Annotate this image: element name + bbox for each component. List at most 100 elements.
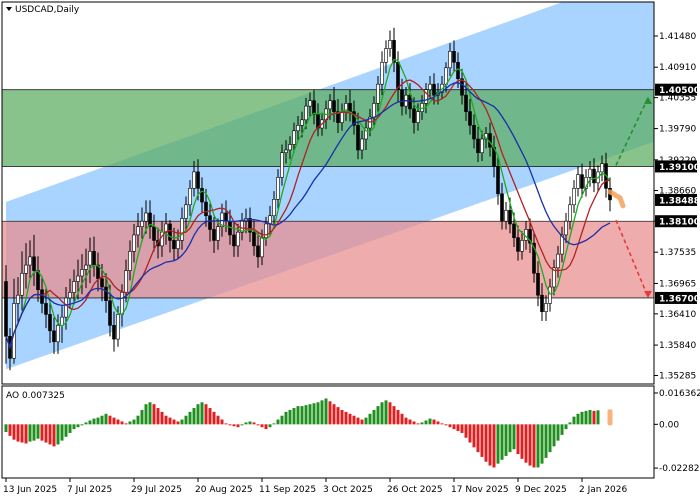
candle-body (88, 251, 92, 266)
level-tag (655, 160, 697, 173)
ao-bar (128, 421, 132, 425)
ao-bar (68, 424, 72, 433)
ao-bar (208, 408, 212, 425)
awesome-oscillator (4, 398, 600, 468)
ao-bar (432, 419, 436, 425)
ao-bar (168, 417, 172, 425)
candle-body (544, 303, 548, 312)
ao-bar (376, 406, 380, 425)
level-tag-label: 1.38100 (659, 218, 700, 228)
candle-body (464, 94, 468, 112)
ao-bar (512, 424, 516, 450)
candle-body (336, 111, 340, 123)
ao-bar (104, 413, 108, 425)
date-tick-label: 2 Jan 2026 (579, 485, 627, 495)
candle-body (200, 188, 204, 203)
date-tick-label: 29 Jul 2025 (131, 485, 182, 495)
candle-body (508, 209, 512, 225)
candle-body (48, 314, 52, 332)
candle-body (300, 119, 304, 126)
candle-body (592, 168, 596, 184)
candle-body (396, 61, 400, 90)
candle-body (520, 240, 524, 252)
ao-bar (308, 404, 312, 425)
candle-body (40, 289, 44, 304)
candle-body (168, 223, 172, 241)
ao-bar (400, 413, 404, 425)
ao-bar (92, 418, 96, 425)
candle-body (180, 218, 184, 241)
candle-body (32, 256, 36, 271)
chart-title: USDCAD,Daily (15, 5, 80, 15)
candle-body (84, 264, 88, 270)
ao-bar (560, 424, 564, 435)
candle-body (560, 234, 564, 255)
candle-body (444, 67, 448, 85)
ao-bar (488, 424, 492, 466)
candle-body (364, 127, 368, 140)
resistance-zone (2, 89, 654, 167)
candle-body (188, 188, 192, 206)
candle-body (564, 220, 568, 236)
candle-body (304, 105, 308, 121)
candle-body (112, 325, 116, 340)
candle-body (512, 223, 516, 238)
ao-bar (548, 424, 552, 453)
ao-bar (144, 404, 148, 425)
ao-bar (572, 416, 576, 425)
candle-body (468, 111, 472, 126)
candle-body (328, 100, 332, 110)
ao-bar (248, 421, 252, 425)
ao-bar (64, 424, 68, 437)
ao-bar (192, 408, 196, 425)
ao-bar (388, 402, 392, 425)
ao-bar (344, 411, 348, 425)
ao-bar (292, 408, 296, 425)
candle-body (72, 281, 76, 293)
bullish-arrow-head (644, 96, 652, 104)
candle-body (236, 231, 240, 247)
candle-body (516, 237, 520, 252)
ao-bar (404, 417, 408, 425)
ao-bar (72, 424, 76, 430)
candle-body (140, 220, 144, 228)
candle-body (588, 168, 592, 178)
ao-bar (12, 424, 16, 440)
candle-body (172, 240, 176, 249)
date-tick-label: 26 Oct 2025 (387, 485, 443, 495)
ao-bar (212, 411, 216, 425)
ao-bar (340, 409, 344, 425)
ao-tick-label: 0.00 (659, 420, 679, 430)
candle-body (232, 234, 236, 247)
candle-body (120, 292, 124, 315)
ao-bar (408, 419, 412, 425)
candle-body (52, 330, 56, 343)
candle-body (452, 51, 456, 63)
candle-body (272, 199, 276, 217)
ao-bar (520, 424, 524, 459)
ao-bar (240, 424, 244, 426)
ao-bar (300, 406, 304, 425)
ao-bar (348, 413, 352, 425)
ao-bar (320, 400, 324, 425)
ao-bar (304, 405, 308, 425)
candle-body (568, 204, 572, 222)
ao-bar (272, 423, 276, 425)
candle-body (192, 171, 196, 189)
ao-bar (428, 418, 432, 425)
ao-bar (224, 423, 228, 425)
ao-bar (452, 424, 456, 430)
date-tick-label: 13 Jun 2025 (3, 485, 57, 495)
candle-body (132, 234, 136, 252)
candle-body (204, 201, 208, 217)
candle-body (476, 138, 480, 154)
ao-bar (120, 421, 124, 425)
price-tick-label: 1.35840 (659, 341, 696, 351)
ao-bar (352, 415, 356, 425)
candle-body (456, 61, 460, 80)
candle-body (212, 229, 216, 241)
candle-body (348, 103, 352, 112)
ao-bar (552, 424, 556, 447)
ao-bar (420, 422, 424, 425)
